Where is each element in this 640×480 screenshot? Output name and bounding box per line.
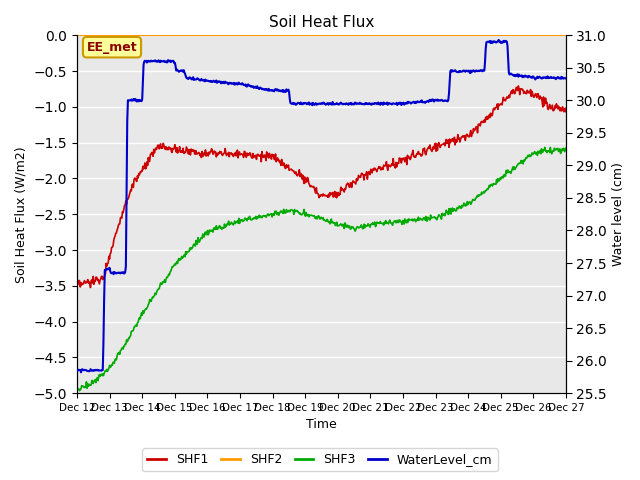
- Title: Soil Heat Flux: Soil Heat Flux: [269, 15, 374, 30]
- Y-axis label: Water level (cm): Water level (cm): [612, 162, 625, 266]
- Y-axis label: Soil Heat Flux (W/m2): Soil Heat Flux (W/m2): [15, 146, 28, 283]
- X-axis label: Time: Time: [306, 419, 337, 432]
- Legend: SHF1, SHF2, SHF3, WaterLevel_cm: SHF1, SHF2, SHF3, WaterLevel_cm: [142, 448, 498, 471]
- Text: EE_met: EE_met: [86, 41, 138, 54]
